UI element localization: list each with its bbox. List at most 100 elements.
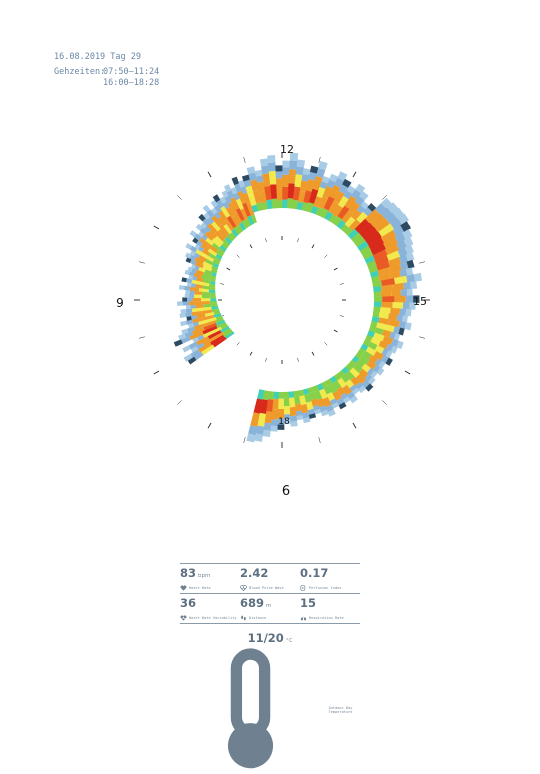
data-bars xyxy=(173,152,423,443)
hour-ticks xyxy=(134,152,430,448)
worktime-label: Gehzeiten: xyxy=(54,67,106,77)
clock-labels: 12 15 18 9 6 xyxy=(116,143,427,499)
data-bar xyxy=(185,243,221,266)
respiration-value: 15 xyxy=(300,596,317,610)
data-bar xyxy=(178,319,226,341)
hour-tick xyxy=(265,238,267,243)
data-bar xyxy=(210,207,237,240)
data-bar xyxy=(359,221,411,256)
data-bar xyxy=(357,213,410,252)
hour-tick xyxy=(138,336,145,339)
data-bar xyxy=(183,329,233,362)
data-bar xyxy=(173,322,227,347)
hour-tick xyxy=(324,254,328,258)
hour-tick xyxy=(382,195,387,200)
data-bar xyxy=(373,306,412,317)
data-bar xyxy=(246,166,264,212)
distance-unit: m xyxy=(266,603,272,609)
data-bar xyxy=(373,301,416,310)
bpw-label: Blood Pulse Wave xyxy=(249,586,284,590)
hour-tick xyxy=(297,357,299,362)
data-bar xyxy=(372,311,408,323)
stat-distance: 689 m Distance xyxy=(240,594,300,623)
data-bar xyxy=(347,197,392,240)
data-bar xyxy=(198,213,231,247)
data-bar xyxy=(321,380,340,409)
data-bar xyxy=(241,174,259,213)
data-bar xyxy=(316,383,336,417)
data-bar xyxy=(298,389,311,424)
divider-middle xyxy=(180,593,360,594)
divider-top xyxy=(180,563,360,564)
divider-bottom xyxy=(180,623,360,624)
data-bar xyxy=(373,295,420,303)
data-bar xyxy=(302,388,317,420)
data-bar xyxy=(212,194,241,235)
data-bar xyxy=(188,274,216,285)
data-bar xyxy=(348,359,376,385)
clock-label-15: 15 xyxy=(413,295,427,308)
data-bar xyxy=(185,289,216,296)
data-bar xyxy=(254,390,270,442)
data-bar xyxy=(182,325,230,353)
data-bar xyxy=(372,272,423,288)
data-bar xyxy=(282,160,291,209)
hour-tick xyxy=(207,171,212,178)
worktime-row: Gehzeiten: 07:50–11:24 16:00–18:28 xyxy=(54,67,159,89)
hour-tick xyxy=(297,238,299,243)
stat-temperature: 11/20 °C Outdoor Day Temperature xyxy=(180,624,360,774)
data-bar xyxy=(187,331,235,365)
data-bar xyxy=(197,231,226,255)
clock-label-18: 18 xyxy=(278,417,290,427)
data-bar xyxy=(181,317,224,335)
hour-tick xyxy=(220,283,225,285)
hour-tick xyxy=(333,267,338,271)
data-bar xyxy=(186,282,216,291)
data-bar xyxy=(373,281,418,293)
hour-tick xyxy=(333,329,338,333)
data-bar xyxy=(254,169,268,210)
data-bar xyxy=(185,257,218,274)
pulse-wave-icon xyxy=(240,585,247,591)
data-bar xyxy=(371,267,414,283)
bpw-value: 2.42 xyxy=(240,566,269,580)
heart-icon xyxy=(180,585,187,591)
hour-tick xyxy=(177,195,182,200)
data-bar xyxy=(312,385,329,417)
data-bar xyxy=(184,252,219,271)
worktime-1: 07:50–11:24 xyxy=(103,67,160,77)
hour-tick xyxy=(339,315,344,317)
data-bar xyxy=(296,168,311,211)
data-bar xyxy=(190,327,232,353)
data-bar xyxy=(194,243,222,263)
data-bar xyxy=(182,297,217,302)
data-bar xyxy=(270,391,279,432)
data-bar xyxy=(189,250,220,269)
data-bar xyxy=(187,266,217,280)
data-bar xyxy=(345,363,374,392)
hour-tick xyxy=(249,351,253,356)
lungs-icon xyxy=(300,615,307,621)
stat-blood-pulse-wave: 2.42 Blood Pulse Wave xyxy=(240,564,300,593)
footprints-icon xyxy=(241,615,246,621)
temperature-unit: °C xyxy=(285,638,293,644)
data-bar xyxy=(177,300,217,306)
data-bar xyxy=(267,154,278,209)
data-bar xyxy=(366,244,414,269)
worktime-list: 07:50–11:24 16:00–18:28 xyxy=(103,67,159,89)
data-bar xyxy=(341,366,367,394)
perfusion-value: 0.17 xyxy=(300,566,329,580)
hour-tick xyxy=(318,437,321,444)
data-bar xyxy=(307,386,322,415)
stat-respiration: 15 Respiration Rate xyxy=(300,594,360,623)
hour-tick xyxy=(352,171,357,178)
data-bar xyxy=(262,391,274,437)
data-bar xyxy=(221,190,246,231)
hour-tick xyxy=(419,336,426,339)
data-bar xyxy=(310,175,330,215)
data-bar xyxy=(371,316,412,331)
data-bar xyxy=(195,223,227,252)
data-bar xyxy=(180,305,219,314)
data-bar xyxy=(365,334,398,354)
data-bar xyxy=(332,183,366,227)
